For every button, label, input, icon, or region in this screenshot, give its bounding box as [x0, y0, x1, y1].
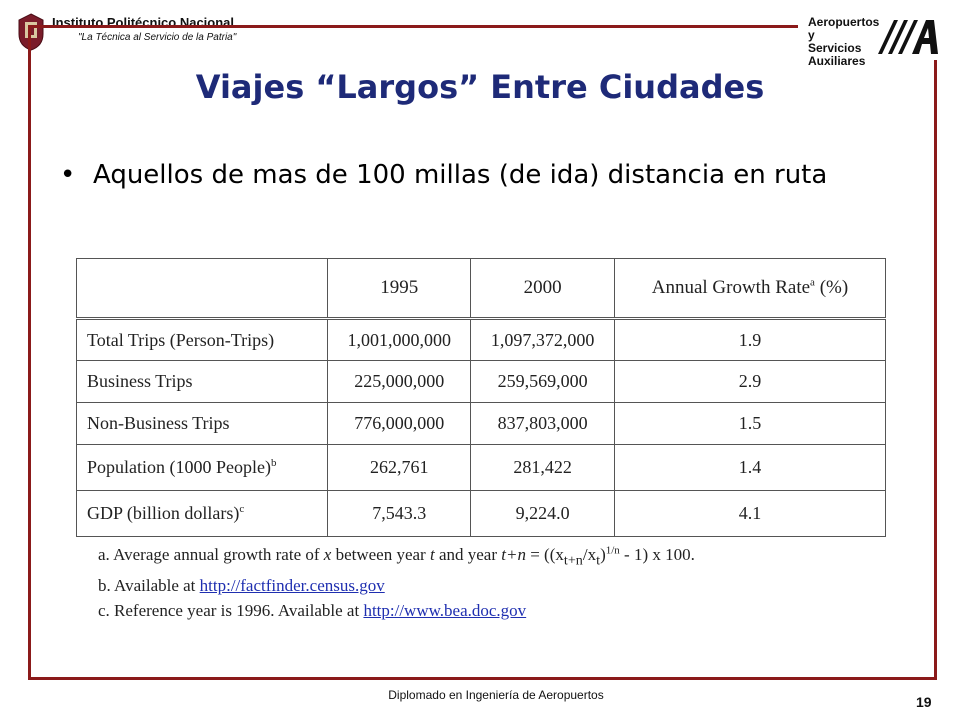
note-text: = ((x: [525, 545, 564, 564]
note-text: x: [323, 545, 332, 564]
partner-name: Aeropuertos y Servicios Auxiliares: [808, 16, 888, 68]
growth-header-label: Annual Growth Rate: [651, 277, 811, 298]
institution-slogan: "La Técnica al Servicio de la Patria": [78, 32, 237, 43]
footer-text: Diplomado en Ingeniería de Aeropuertos: [388, 688, 604, 702]
note-b: b. Available at http://factfinder.census…: [98, 573, 695, 598]
asa-logo-icon: [878, 20, 938, 54]
note-text: a. Average annual growth rate of: [98, 545, 324, 564]
growth-rate: 2.9: [613, 360, 887, 403]
note-c: c. Reference year is 1996. Available at …: [98, 598, 695, 623]
bea-link[interactable]: http://www.bea.doc.gov: [363, 601, 527, 621]
row-label: Business Trips: [76, 360, 328, 403]
value-1995: 7,543.3: [326, 490, 472, 537]
value-2000: 281,422: [470, 444, 615, 491]
bullet-text: Aquellos de mas de 100 millas (de ida) d…: [93, 160, 828, 190]
bullet-dot-icon: •: [60, 160, 76, 190]
partner-name-line: Aeropuertos y: [808, 15, 880, 42]
growth-rate: 4.1: [613, 490, 887, 537]
table-header-cell: [76, 258, 328, 320]
growth-rate: 1.9: [613, 318, 887, 361]
note-text: b. Available at: [98, 576, 200, 596]
frame-border: [28, 25, 31, 680]
note-text: ): [600, 545, 606, 564]
table-row: Business Trips 225,000,000 259,569,000 2…: [76, 360, 887, 403]
slide-title: Viajes “Largos” Entre Ciudades: [195, 68, 765, 106]
table-header-cell: 2000: [470, 258, 615, 320]
note-a: a. Average annual growth rate of x betwe…: [98, 542, 695, 573]
note-text: t+n: [563, 552, 583, 569]
row-label: Total Trips (Person-Trips): [76, 318, 328, 361]
frame-border: [28, 677, 937, 680]
partner-name-line: Servicios: [808, 41, 862, 55]
note-text: 1/n: [605, 544, 620, 557]
row-label-text: Population (1000 People): [87, 457, 271, 477]
note-text: t: [429, 545, 435, 564]
table-row: Non-Business Trips 776,000,000 837,803,0…: [76, 402, 887, 445]
value-2000: 1,097,372,000: [470, 318, 615, 361]
row-label: GDP (billion dollars)c: [76, 490, 328, 537]
census-link[interactable]: http://factfinder.census.gov: [199, 576, 385, 596]
note-text: - 1) x 100.: [619, 545, 695, 564]
bullet-item: • Aquellos de mas de 100 millas (de ida)…: [60, 158, 900, 192]
frame-border: [934, 60, 937, 680]
value-1995: 776,000,000: [326, 402, 472, 445]
partner-name-line: Auxiliares: [808, 54, 866, 68]
note-text: t: [596, 552, 601, 569]
growth-rate: 1.4: [613, 444, 887, 491]
growth-rate: 1.5: [613, 402, 887, 445]
trips-table: 1995 2000 Annual Growth Ratea (%) Total …: [76, 258, 887, 537]
table-header-row: 1995 2000 Annual Growth Ratea (%): [76, 258, 887, 320]
value-1995: 225,000,000: [326, 360, 472, 403]
ipn-logo-icon: [18, 13, 44, 51]
note-text: between year: [331, 545, 430, 564]
table-notes: a. Average annual growth rate of x betwe…: [98, 542, 695, 623]
note-text: and year: [434, 545, 502, 564]
table-row: GDP (billion dollars)c 7,543.3 9,224.0 4…: [76, 490, 887, 537]
footnote-marker: c: [239, 503, 245, 515]
table-row: Total Trips (Person-Trips) 1,001,000,000…: [76, 318, 887, 361]
row-label: Population (1000 People)b: [76, 444, 328, 491]
value-1995: 1,001,000,000: [326, 318, 472, 361]
value-2000: 837,803,000: [470, 402, 615, 445]
table-row: Population (1000 People)b 262,761 281,42…: [76, 444, 887, 491]
footnote-marker: b: [270, 457, 277, 469]
page-number: 19: [916, 694, 932, 710]
footnote-marker: a: [810, 276, 815, 289]
frame-border: [28, 25, 204, 28]
table-header-cell: 1995: [326, 258, 472, 320]
frame-border: [204, 25, 798, 28]
note-text: c. Reference year is 1996. Available at: [98, 601, 364, 621]
row-label-text: GDP (billion dollars): [87, 503, 240, 523]
value-2000: 259,569,000: [470, 360, 615, 403]
value-2000: 9,224.0: [470, 490, 615, 537]
value-1995: 262,761: [326, 444, 472, 491]
note-text: /x: [582, 545, 597, 564]
growth-header-unit: (%): [814, 277, 849, 298]
table-header-cell: Annual Growth Ratea (%): [613, 258, 887, 320]
note-text: t+n: [501, 545, 526, 564]
row-label: Non-Business Trips: [76, 402, 328, 445]
